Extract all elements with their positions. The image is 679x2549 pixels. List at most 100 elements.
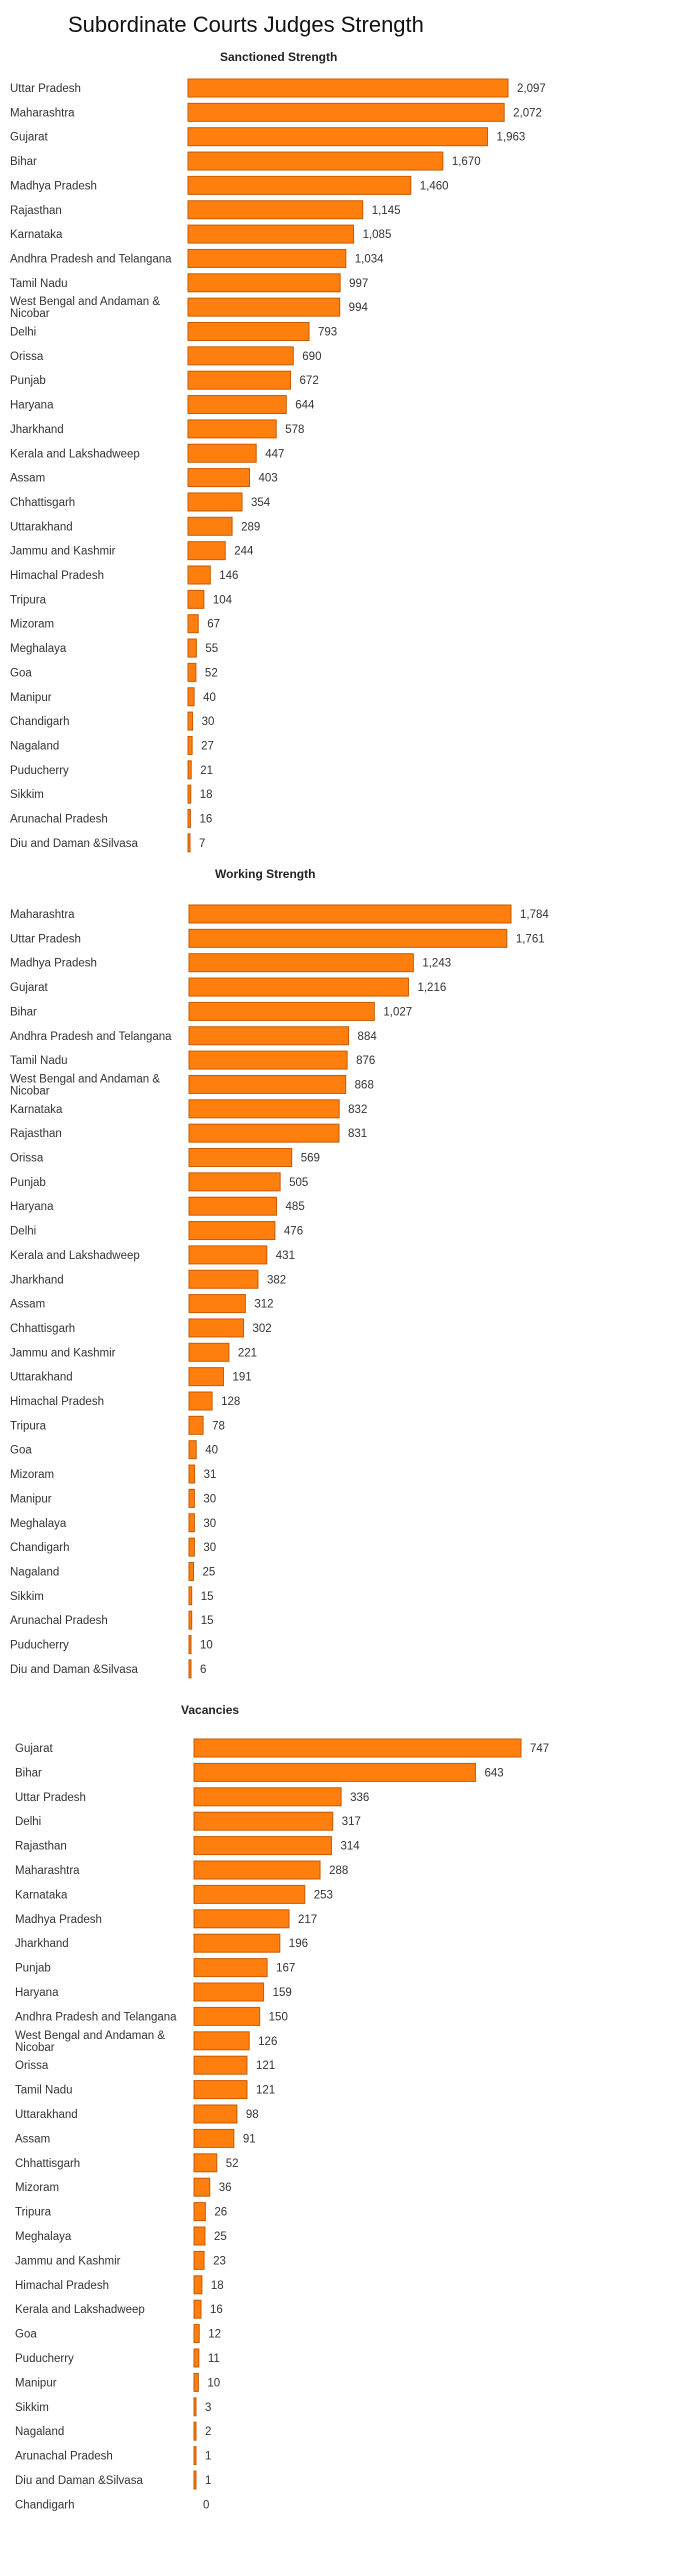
working-category-label: Haryana	[10, 1201, 54, 1213]
sanctioned-bar	[187, 833, 191, 853]
sanctioned-value-label: 18	[200, 789, 213, 801]
sanctioned-bar	[187, 662, 197, 682]
working-category-label: Gujarat	[10, 982, 49, 994]
working-category-label: Rajasthan	[10, 1128, 62, 1140]
vacancies-bar	[193, 2177, 211, 2197]
working-value-label: 1,243	[422, 958, 451, 970]
vacancies-category-label: Gujarat	[15, 1743, 54, 1755]
vacancies-category-label: Kerala and Lakshadweep	[15, 2304, 145, 2316]
working-category-label: Kerala and Lakshadweep	[10, 1250, 140, 1262]
sanctioned-category-label: Meghalaya	[10, 643, 67, 655]
working-bar	[188, 1148, 293, 1167]
sanctioned-category-label: Tripura	[10, 594, 47, 606]
sanctioned-value-label: 644	[295, 400, 315, 412]
vacancies-category-label: Chhattisgarh	[15, 2158, 80, 2170]
working-category-label: Arunachal Pradesh	[10, 1615, 108, 1627]
vacancies-bar	[193, 1958, 268, 1978]
vacancies-bar	[193, 2421, 197, 2441]
vacancies-value-label: 1	[205, 2475, 211, 2487]
working-bar	[188, 1172, 281, 1192]
vacancies-value-label: 121	[256, 2060, 275, 2072]
sanctioned-category-label: Maharashtra	[10, 107, 75, 119]
working-value-label: 569	[301, 1153, 320, 1165]
vacancies-category-label: Mizoram	[15, 2182, 59, 2194]
vacancies-value-label: 159	[273, 1987, 292, 1999]
vacancies-category-label: Chandigarh	[15, 2499, 74, 2511]
sanctioned-value-label: 793	[318, 327, 337, 339]
sanctioned-category-label: Goa	[10, 667, 32, 679]
working-value-label: 1,784	[520, 909, 549, 921]
sanctioned-value-label: 2,097	[517, 83, 546, 95]
vacancies-category-label: Puducherry	[15, 2353, 74, 2365]
working-category-label: Tripura	[10, 1420, 47, 1432]
sanctioned-value-label: 55	[205, 643, 218, 655]
sanctioned-value-label: 1,670	[452, 156, 481, 168]
vacancies-value-label: 91	[243, 2133, 256, 2145]
working-value-label: 221	[238, 1347, 257, 1359]
sanctioned-bar	[187, 200, 364, 220]
vacancies-category-label: Arunachal Pradesh	[15, 2451, 113, 2463]
sanctioned-bar	[187, 565, 211, 585]
working-bar	[188, 1488, 195, 1508]
page-title: Subordinate Courts Judges Strength	[68, 12, 424, 37]
vacancies-category-label: Uttar Pradesh	[15, 1792, 86, 1804]
working-bar	[188, 1440, 197, 1460]
working-value-label: 6	[200, 1664, 206, 1676]
sanctioned-value-label: 21	[200, 765, 213, 777]
working-bar	[188, 1635, 192, 1654]
working-value-label: 31	[204, 1469, 217, 1481]
sanctioned-value-label: 354	[251, 497, 271, 509]
sanctioned-bar	[187, 760, 192, 780]
sanctioned-category-label: Chandigarh	[10, 716, 69, 728]
working-category-label: Punjab	[10, 1177, 46, 1189]
sanctioned-value-label: 2,072	[513, 107, 542, 119]
sanctioned-category-label: Uttar Pradesh	[10, 83, 81, 95]
working-category-label: Maharashtra	[10, 909, 75, 921]
vacancies-chart-title: Vacancies	[181, 1703, 239, 1717]
sanctioned-bar	[187, 370, 292, 390]
working-bar	[188, 1245, 268, 1265]
vacancies-value-label: 26	[214, 2207, 227, 2219]
sanctioned-category-label: Puducherry	[10, 765, 69, 777]
sanctioned-category-label: Assam	[10, 473, 45, 485]
sanctioned-bar	[187, 541, 226, 561]
sanctioned-value-label: 40	[203, 692, 216, 704]
sanctioned-category-label: Mizoram	[10, 619, 54, 631]
working-category-label: Sikkim	[10, 1591, 44, 1603]
working-category-label: Mizoram	[10, 1469, 54, 1481]
vacancies-value-label: 336	[350, 1792, 369, 1804]
vacancies-category-label: West Bengal and Andaman & Nicobar	[15, 2030, 165, 2054]
working-bar	[188, 1610, 193, 1630]
working-value-label: 485	[286, 1201, 305, 1213]
sanctioned-category-label: Bihar	[10, 156, 37, 168]
vacancies-category-label: Tripura	[15, 2207, 52, 2219]
sanctioned-bar	[187, 395, 287, 415]
vacancies-bar	[193, 2348, 200, 2368]
sanctioned-bar	[187, 809, 191, 828]
working-value-label: 40	[205, 1445, 218, 1457]
working-value-label: 30	[203, 1518, 216, 1530]
working-value-label: 1,027	[383, 1006, 412, 1018]
vacancies-bar	[193, 2397, 197, 2417]
sanctioned-value-label: 672	[300, 375, 319, 387]
vacancies-bar	[193, 1836, 332, 1856]
vacancies-value-label: 167	[276, 1963, 295, 1975]
vacancies-category-label: Diu and Daman &Silvasa	[15, 2475, 143, 2487]
sanctioned-value-label: 1,145	[372, 205, 401, 217]
vacancies-bar	[193, 2104, 238, 2124]
vacancies-category-label: Rajasthan	[15, 1841, 67, 1853]
vacancies-category-label: Jammu and Kashmir	[15, 2255, 121, 2267]
working-bar	[188, 1561, 195, 1581]
working-bar	[188, 1586, 193, 1606]
working-category-label: Bihar	[10, 1006, 37, 1018]
working-value-label: 476	[284, 1226, 303, 1238]
vacancies-bar	[193, 2275, 203, 2295]
vacancies-category-label: Sikkim	[15, 2402, 49, 2414]
vacancies-category-label: Assam	[15, 2133, 50, 2145]
sanctioned-bar	[187, 297, 341, 317]
vacancies-bar	[193, 2372, 199, 2392]
working-bar	[188, 1342, 230, 1362]
working-value-label: 78	[212, 1420, 225, 1432]
working-value-label: 831	[348, 1128, 367, 1140]
working-value-label: 312	[254, 1299, 273, 1311]
